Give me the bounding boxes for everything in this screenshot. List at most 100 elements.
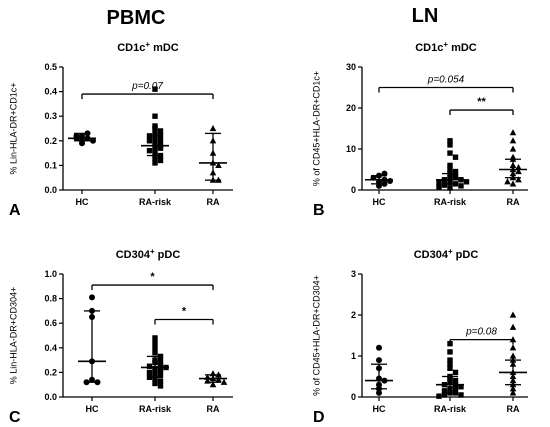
data-point [152,335,158,341]
data-point [436,393,442,399]
data-point [447,185,453,191]
data-point [376,344,382,351]
data-point [387,177,393,184]
significance-label: * [150,271,155,283]
group-hc [78,294,106,386]
data-point [157,372,164,378]
group-ra-risk [436,138,470,191]
data-point [146,369,153,376]
data-point [152,160,158,166]
panel-letter: A [9,202,21,219]
x-tick-label: HC [373,404,386,414]
data-point [509,145,517,152]
data-point [90,137,96,144]
data-point [509,137,517,144]
data-point [515,176,522,183]
data-point [215,161,222,168]
data-point [452,154,459,160]
panel-title-main: CD1c [415,42,443,54]
panel-title-rest: mDC [448,42,477,54]
data-point [447,357,453,363]
y-tick-label: 3 [351,269,356,279]
data-point [157,378,164,384]
header-pbmc: PBMC [107,7,166,29]
group-ra-risk [141,335,169,389]
significance-label: * [182,306,187,318]
panel-title-rest: pDC [155,249,181,261]
y-tick-label: 0.2 [44,367,57,377]
data-point [157,145,164,151]
data-point [157,358,164,365]
significance-label: p=0.07 [131,81,163,92]
data-point [509,344,517,351]
panel-letter: C [9,409,21,426]
data-point [452,386,459,392]
data-point [452,377,459,384]
data-point [152,350,158,356]
y-axis-label: % Lin-HLA-DR+CD1c+ [8,82,18,174]
group-ra [199,125,227,183]
data-point [79,140,85,147]
y-tick-label: 0.8 [44,294,57,304]
data-point [157,138,164,144]
data-point [146,363,153,369]
x-tick-label: RA-risk [139,197,172,207]
data-point [509,311,517,318]
data-point [152,155,158,161]
significance-label: p=0.08 [465,327,497,338]
x-tick-label: RA [207,197,220,207]
data-point [157,367,164,373]
data-point [458,183,464,189]
data-point [441,388,448,394]
data-point [509,180,517,187]
data-point [515,163,522,171]
data-point [376,389,382,396]
data-point [458,392,464,398]
panel-title-sup: + [145,40,150,49]
data-point [89,294,95,301]
y-tick-label: 0.0 [44,185,57,195]
group-ra [199,370,228,388]
x-tick-label: HC [86,404,99,414]
data-point [152,380,158,387]
panel-title-main: CD304 [116,249,151,261]
panel-title: CD304+ pDC [414,247,479,261]
group-hc [365,170,393,189]
panel-title-sup: + [150,247,155,256]
header-ln: LN [412,5,439,27]
x-tick-label: RA [507,197,520,207]
panel-A: CD1c+ mDC A % Lin-HLA-DR+CD1c+ 0.0 0.1 0.2 0.3… [8,40,233,219]
data-point [152,345,158,351]
data-point [515,168,522,175]
panel-C: CD304+ pDC C % Lin-HLA-DR+CD304+ 0.0 0.2 0.4 0… [8,247,233,426]
data-point [209,381,217,388]
y-tick-label: 0.4 [44,87,57,97]
group-hc [365,344,393,396]
y-tick-label: 0.6 [44,318,57,328]
y-tick-label: 0.1 [44,160,57,170]
data-point [436,184,442,190]
y-tick-label: 10 [346,144,356,154]
group-ra-risk [141,86,169,166]
panel-D: CD304+ pDC D % of CD45+HLA-DR+CD304+ 0 1 2 3 HC… [311,247,528,426]
panel-title-sup: + [443,40,448,49]
data-point [504,178,511,185]
data-point [447,150,453,156]
panel-letter: B [313,202,325,219]
data-point [447,365,453,371]
panel-title: CD1c+ mDC [117,40,179,54]
x-tick-label: RA-risk [434,404,467,414]
y-tick-label: 0 [351,392,356,402]
x-tick-label: HC [373,197,386,207]
panel-title-main: CD1c [117,42,145,54]
panel-letter: D [313,409,325,426]
group-hc [68,130,96,147]
data-point [447,162,453,169]
data-point [463,179,470,185]
data-point [152,125,158,132]
y-tick-label: 2 [351,310,356,320]
panel-title-rest: mDC [150,42,179,54]
data-point [447,138,453,144]
y-tick-label: 0.4 [44,343,57,353]
